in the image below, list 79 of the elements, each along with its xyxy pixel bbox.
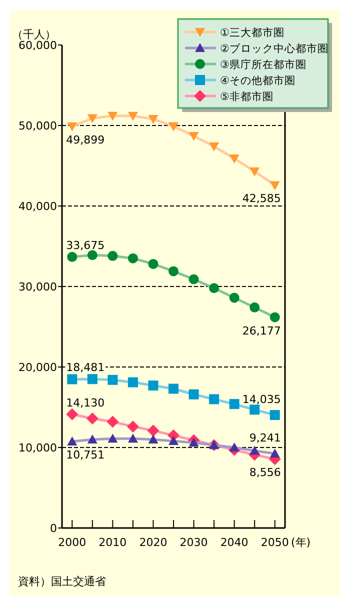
point: [148, 434, 158, 444]
data-label: 33,675: [66, 238, 105, 252]
point: [126, 420, 139, 433]
point: [128, 434, 138, 443]
y-tick-label: 30,000: [18, 280, 57, 294]
point: [270, 181, 280, 190]
point: [67, 252, 78, 262]
point: [67, 122, 78, 132]
point: [188, 438, 199, 447]
x-tick-label: 2050: [260, 536, 289, 549]
point: [168, 122, 178, 132]
data-label: 26,177: [242, 324, 281, 338]
point: [229, 399, 240, 410]
x-tick-label: 2000: [58, 536, 86, 549]
y-tick-label: 50,000: [18, 120, 57, 132]
point: [128, 112, 138, 121]
data-label: 9,241: [249, 432, 281, 445]
point: [148, 380, 158, 391]
point: [87, 434, 98, 444]
point: [67, 436, 78, 446]
point: [87, 250, 98, 260]
data-label: 8,556: [249, 466, 281, 480]
data-label: 10,751: [66, 448, 105, 462]
legend-label: ④その他都市圏: [220, 74, 296, 87]
point: [87, 374, 98, 384]
x-tick-label: 2010: [98, 536, 127, 549]
point: [270, 312, 280, 322]
point: [209, 283, 220, 294]
x-tick-label: 2020: [139, 536, 168, 549]
legend-label: ③県庁所在都市圏: [220, 58, 306, 71]
point: [209, 142, 220, 152]
point: [128, 377, 138, 388]
point: [270, 410, 280, 420]
point: [229, 154, 240, 164]
y-tick-label: 20,000: [18, 361, 57, 374]
text: 資料）国土交通省: [18, 575, 106, 588]
point: [168, 384, 178, 394]
point: [87, 114, 98, 124]
point: [66, 408, 78, 420]
point: [148, 115, 158, 124]
x-tick-label: 2030: [180, 536, 208, 549]
data-label: 42,585: [242, 192, 281, 206]
x-axis-title: (年): [291, 536, 311, 549]
point: [108, 374, 118, 385]
point: [108, 434, 118, 443]
point: [168, 266, 178, 276]
point: [188, 132, 199, 141]
x-tick-label: 2040: [220, 536, 248, 549]
y-tick-label: 60,000: [18, 39, 57, 52]
y-axis-title: （千人）: [12, 28, 56, 41]
point: [229, 442, 240, 452]
point: [270, 448, 280, 458]
legend-label: ①三大都市圏: [220, 26, 284, 39]
point: [106, 416, 119, 428]
point: [128, 253, 138, 264]
point: [229, 292, 240, 303]
data-label: 14,130: [66, 396, 105, 410]
point: [67, 374, 78, 384]
legend-label: ⑤非都市圏: [220, 90, 274, 103]
point: [188, 274, 199, 284]
data-label: 18,481: [66, 361, 105, 374]
point: [250, 446, 260, 455]
y-tick-label: 0: [50, 522, 57, 535]
legend-label: ②ブロック中心都市圏: [220, 42, 328, 55]
data-label: 14,035: [242, 393, 281, 406]
point: [250, 167, 260, 176]
y-tick-label: 40,000: [18, 200, 57, 213]
point: [147, 424, 160, 437]
y-tick-label: 10,000: [18, 442, 57, 454]
point: [108, 112, 118, 121]
point: [168, 436, 178, 446]
point: [148, 258, 158, 269]
point: [188, 389, 199, 400]
point: [108, 250, 118, 261]
point: [86, 412, 98, 425]
point: [250, 404, 260, 415]
data-label: 49,899: [66, 133, 105, 146]
point: [209, 394, 220, 404]
point: [250, 302, 260, 312]
